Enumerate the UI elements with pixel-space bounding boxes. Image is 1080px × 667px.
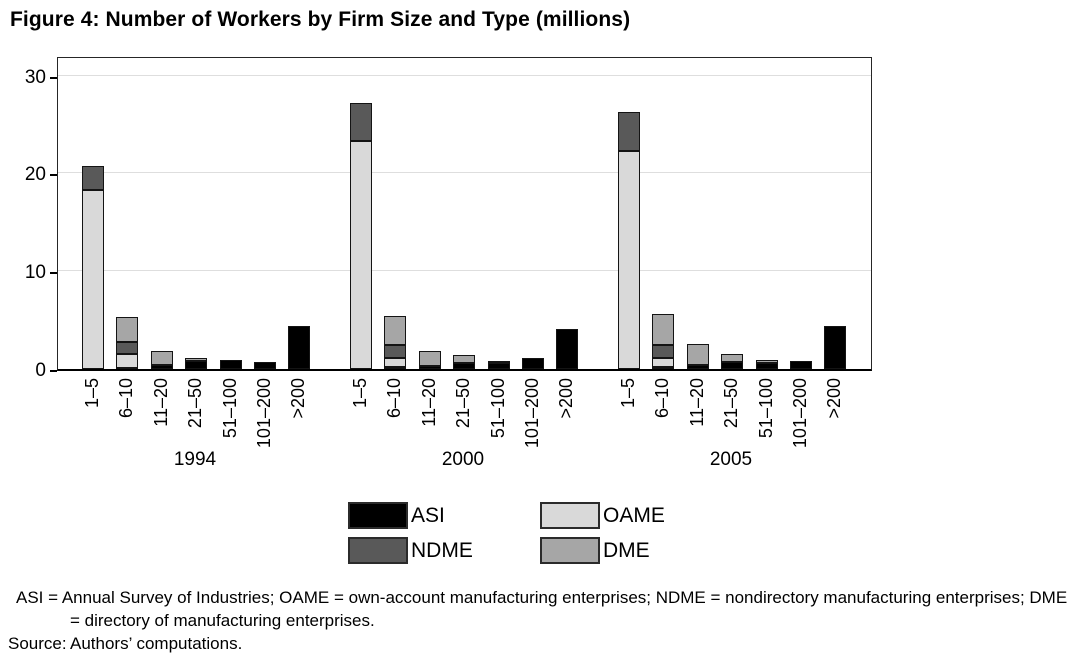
bar-segment-1994-ASI [288,326,310,369]
bar-segment-2000-ASI [453,363,475,369]
bar-segment-1994-OAME [82,190,104,369]
source-text: Authors’ computations. [70,634,243,653]
bar-segment-2000-ASI [384,367,406,369]
bar-segment-2005-ASI [721,362,743,369]
legend-label-ASI: ASI [411,504,445,527]
bar-segment-1994-ASI [185,361,207,369]
bar-segment-2005-ASI [687,365,709,369]
bar-segment-2005-ASI [652,367,674,369]
bar-segment-2005-NDME [618,112,640,151]
gridline-20 [58,172,871,173]
x-tick-label: 6–10 [384,378,404,419]
bar-segment-2000-DME [453,355,475,363]
bar-segment-1994-OAME [116,354,138,368]
x-tick-label: 21–50 [185,378,205,429]
y-tick-mark [50,77,57,79]
x-tick-label: 51–100 [756,378,776,439]
legend-swatch-DME [540,537,600,564]
x-tick-label: 6–10 [652,378,672,419]
abbreviation-note: ASI = Annual Survey of Industries; OAME … [16,588,1068,630]
legend-item-NDME: NDME [348,537,540,564]
x-tick-label: >200 [824,378,844,419]
bar-segment-1994-NDME [82,166,104,190]
y-tick-label: 20 [24,164,46,185]
y-tick-mark [50,174,57,176]
year-label-1994: 1994 [173,449,217,470]
bar-segment-2005-DME [652,314,674,345]
legend-label-NDME: NDME [411,539,473,562]
gridline-30 [58,75,871,76]
x-tick-label: 101–200 [254,378,274,449]
x-tick-label: 21–50 [721,378,741,429]
source-row: Source: Authors’ computations. [8,632,1074,655]
x-tick-label: 21–50 [453,378,473,429]
x-tick-label: 6–10 [116,378,136,419]
bar-segment-2000-DME [419,351,441,366]
bar-segment-2005-ASI [790,361,812,369]
bar-segment-2000-ASI [522,358,544,369]
y-tick-label: 0 [35,360,46,381]
x-tick-label: 1–5 [350,378,370,409]
gridline-10 [58,270,871,271]
legend-label-DME: DME [603,539,650,562]
bar-segment-1994-DME [151,351,173,365]
x-tick-label: 11–20 [151,378,171,427]
bar-segment-2000-OAME [350,141,372,369]
plot-area [57,57,872,371]
footnotes: ASI = Annual Survey of Industries; OAME … [8,586,1074,655]
bar-segment-1994-ASI [151,365,173,369]
legend-item-DME: DME [540,537,665,564]
bar-segment-2000-NDME [384,345,406,358]
x-tick-label: >200 [556,378,576,419]
x-tick-label: >200 [288,378,308,419]
bar-segment-1994-ASI [220,360,242,369]
bar-segment-2000-NDME [350,103,372,141]
x-tick-label: 1–5 [618,378,638,409]
bar-segment-1994-DME [116,317,138,342]
source-label: Source: [8,634,67,653]
bar-segment-2000-ASI [556,329,578,369]
bar-segment-2005-ASI [824,326,846,369]
x-tick-label: 11–20 [687,378,707,427]
y-tick-label: 10 [24,262,46,283]
bar-segment-2005-OAME [652,358,674,367]
y-tick-label: 30 [24,67,46,88]
y-tick-mark [50,272,57,274]
year-label-2000: 2000 [441,449,485,470]
bar-segment-1994-NDME [116,342,138,354]
x-tick-label: 11–20 [419,378,439,427]
figure-title: Figure 4: Number of Workers by Firm Size… [10,8,631,31]
x-tick-label: 1–5 [82,378,102,409]
legend-swatch-NDME [348,537,408,564]
bar-segment-2005-DME [687,344,709,365]
bar-segment-2005-DME [756,360,778,363]
bar-segment-1994-DME [185,358,207,361]
bar-segment-2005-OAME [618,151,640,369]
bar-segment-2005-ASI [756,363,778,369]
x-tick-label: 51–100 [488,378,508,439]
legend-label-OAME: OAME [603,504,665,527]
year-label-2005: 2005 [709,449,753,470]
bar-segment-2000-DME [488,361,510,363]
bar-segment-1994-ASI [254,362,276,369]
bar-segment-2000-DME [384,316,406,345]
legend-item-ASI: ASI [348,502,540,529]
bar-segment-2005-DME [721,354,743,362]
x-tick-label: 51–100 [220,378,240,439]
x-tick-label: 101–200 [790,378,810,449]
bar-segment-2000-OAME [384,358,406,367]
bar-segment-2005-NDME [652,345,674,358]
legend-swatch-OAME [540,502,600,529]
x-tick-label: 101–200 [522,378,542,449]
legend-item-OAME: OAME [540,502,665,529]
legend: ASI OAME NDME DME [348,502,665,564]
bar-segment-2000-ASI [419,366,441,369]
legend-swatch-ASI [348,502,408,529]
bar-segment-2000-ASI [488,363,510,369]
y-tick-mark [50,370,57,372]
